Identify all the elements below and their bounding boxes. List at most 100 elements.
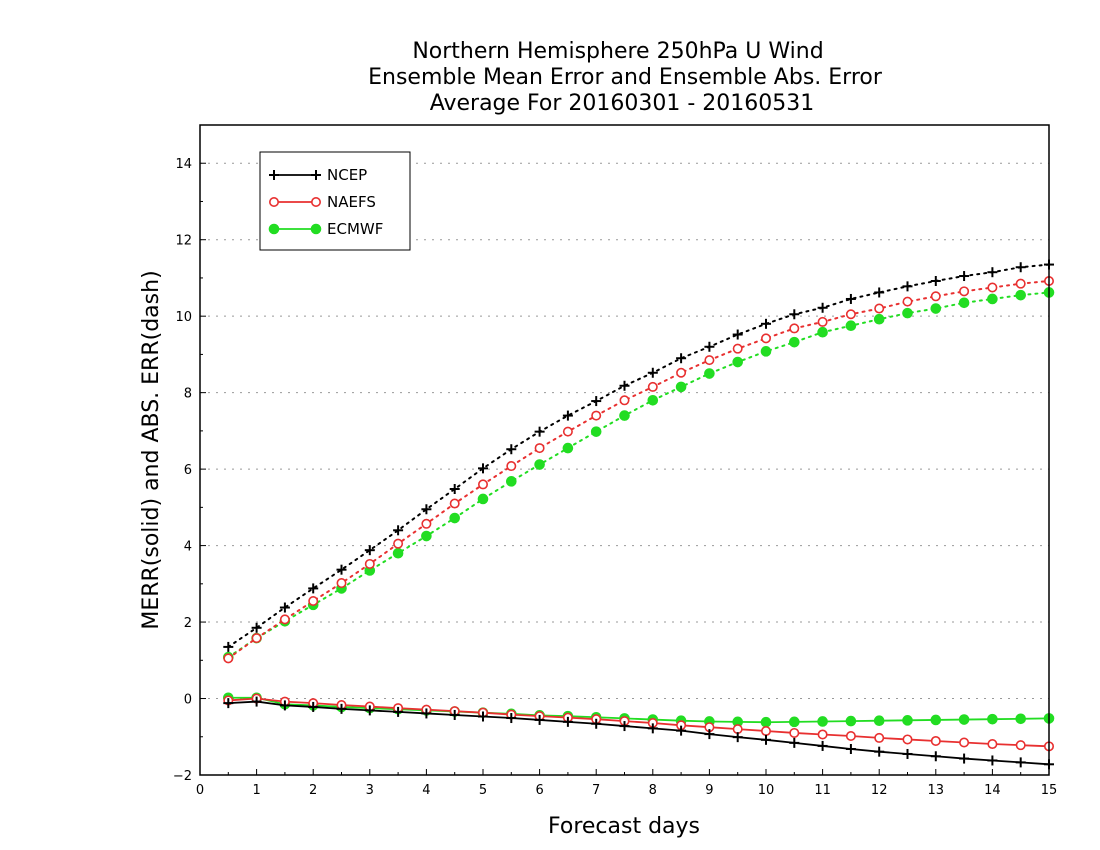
naefs-abs-err-point-6	[393, 538, 404, 549]
ecmwf-merr-point-28	[1015, 713, 1027, 725]
ncep-abs-err-point-19	[761, 318, 771, 329]
naefs-merr-point-20	[789, 727, 800, 738]
legend-marker-naefs-b	[310, 197, 321, 208]
x-tick-label-2: 2	[309, 783, 317, 798]
legend-label-ecmwf: ECMWF	[327, 220, 383, 238]
naefs-abs-err-point-11	[534, 443, 545, 454]
ecmwf-abs-err-point-11	[534, 459, 545, 470]
naefs-abs-err-point-16	[676, 367, 687, 378]
ecmwf-abs-err-point-27	[987, 293, 998, 305]
naefs-abs-err-point-14	[619, 395, 630, 406]
x-tick-label-5: 5	[479, 783, 487, 798]
y-tick-label-5: 8	[184, 387, 192, 402]
ncep-merr-point-28	[1015, 757, 1026, 768]
ncep-abs-err-point-25	[930, 276, 941, 286]
ncep-merr-point-16	[676, 725, 687, 736]
ecmwf-merr-point-21	[817, 716, 828, 727]
y-tick-label-4: 6	[184, 463, 192, 478]
naefs-abs-err-point-24	[902, 296, 913, 307]
ncep-merr-point-22	[845, 744, 856, 754]
x-tick-label-6: 6	[535, 783, 543, 798]
ncep-abs-err-point-11	[534, 426, 545, 437]
x-tick-label-7: 7	[592, 783, 600, 798]
ncep-merr-point-3	[308, 701, 319, 712]
legend-marker-ncep-a	[269, 170, 279, 180]
naefs-abs-err-point-22	[845, 309, 856, 320]
legend-marker-ecmwf-b	[310, 223, 322, 235]
ecmwf-abs-err-point-26	[958, 297, 970, 309]
ncep-merr-point-15	[647, 723, 658, 734]
naefs-abs-err-point-28	[1015, 278, 1026, 289]
ncep-merr-point-14	[619, 721, 630, 732]
legend-box	[259, 151, 411, 251]
ncep-abs-err-point-15	[647, 367, 658, 378]
ncep-abs-err-point-26	[959, 271, 970, 282]
x-tick-label-14: 14	[984, 783, 1001, 798]
ncep-abs-err-point-14	[619, 380, 630, 391]
ncep-merr-point-26	[959, 753, 970, 764]
naefs-abs-err-point-1	[251, 633, 262, 644]
naefs-abs-err-point-15	[647, 381, 658, 392]
x-axis-label: Forecast days	[548, 814, 700, 839]
x-tick-label-4: 4	[422, 783, 430, 798]
ncep-merr-point-11	[534, 714, 545, 725]
naefs-abs-err-line	[227, 280, 1050, 660]
ncep-merr-point-7	[421, 708, 432, 719]
x-tick-label-13: 13	[928, 783, 945, 798]
naefs-abs-err-point-8	[449, 498, 460, 509]
ncep-abs-err-point-5	[364, 545, 375, 556]
naefs-abs-err-point-4	[336, 578, 347, 589]
ecmwf-abs-err-point-8	[449, 512, 461, 524]
naefs-abs-err-point-9	[477, 479, 488, 490]
ecmwf-abs-err-point-10	[506, 476, 517, 487]
naefs-merr-point-23	[874, 732, 885, 743]
naefs-merr-point-28	[1015, 740, 1026, 751]
ecmwf-abs-err-point-13	[590, 426, 602, 437]
ncep-merr-point-4	[336, 703, 347, 714]
naefs-abs-err-point-10	[506, 461, 517, 472]
y-tick-label-7: 12	[175, 234, 192, 249]
ncep-abs-err-point-10	[506, 444, 517, 455]
y-axis-label: MERR(solid) and ABS. ERR(dash)	[139, 270, 164, 629]
ncep-abs-err-point-7	[421, 504, 432, 515]
x-tick-label-8: 8	[649, 783, 657, 798]
ncep-merr-point-6	[393, 706, 404, 717]
y-tick-label-3: 4	[184, 540, 192, 555]
naefs-merr-point-24	[902, 734, 913, 745]
ecmwf-abs-err-point-28	[1015, 289, 1027, 301]
ncep-merr-point-25	[930, 751, 941, 762]
naefs-abs-err-point-17	[704, 355, 715, 366]
ncep-merr-point-17	[704, 729, 715, 740]
ncep-merr-line	[228, 700, 1050, 766]
ecmwf-abs-err-point-19	[760, 346, 772, 357]
legend: NCEP NAEFS ECMWF	[259, 151, 411, 251]
x-tick-label-15: 15	[1041, 783, 1058, 798]
ecmwf-abs-err-point-20	[789, 336, 800, 348]
ncep-merr-point-21	[817, 740, 828, 751]
ncep-abs-err-point-12	[562, 410, 573, 421]
chart-title: Northern Hemisphere 250hPa U Wind Ensemb…	[368, 39, 883, 116]
ncep-merr-point-8	[449, 709, 460, 720]
ncep-abs-err-point-2	[279, 602, 290, 613]
ecmwf-abs-err-point-23	[873, 313, 885, 325]
ncep-abs-err-point-3	[308, 583, 319, 594]
naefs-abs-err-point-25	[930, 291, 941, 302]
naefs-merr-point-27	[987, 739, 998, 750]
x-tick-label-10: 10	[758, 783, 775, 798]
legend-marker-ecmwf-a	[268, 223, 280, 235]
naefs-abs-err-point-12	[562, 426, 573, 437]
naefs-merr-point-19	[760, 726, 771, 737]
ncep-merr-point-9	[478, 711, 488, 722]
ncep-abs-err-point-9	[478, 463, 488, 474]
naefs-abs-err-point-19	[760, 333, 771, 344]
y-axis-ticks: −2 0 2 4 6 8 10 12 14	[173, 157, 206, 784]
ncep-merr-point-19	[761, 734, 771, 745]
naefs-merr-point-25	[930, 735, 941, 746]
ecmwf-merr-point-19	[760, 716, 772, 728]
legend-label-naefs: NAEFS	[327, 193, 376, 211]
ecmwf-abs-err-line	[227, 291, 1050, 659]
naefs-abs-err-point-23	[874, 303, 885, 314]
y-tick-label-6: 10	[175, 310, 192, 325]
ecmwf-merr-point-26	[958, 714, 970, 725]
ncep-abs-err-line	[227, 263, 1050, 648]
